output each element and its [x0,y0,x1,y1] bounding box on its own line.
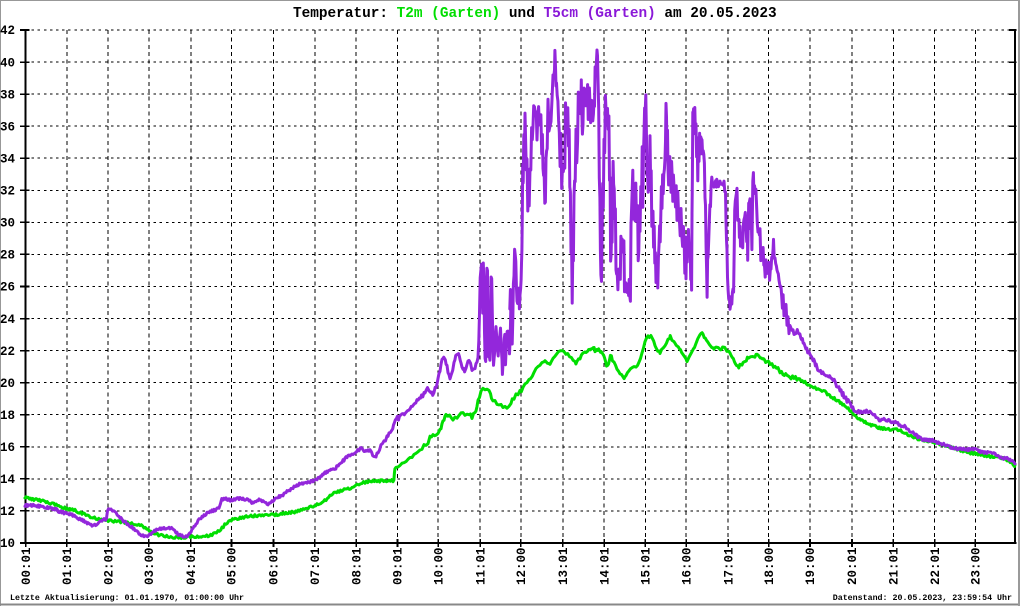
svg-text:16: 16 [0,441,15,455]
svg-text:38: 38 [0,88,15,102]
svg-text:18:00: 18:00 [763,547,777,585]
svg-text:08:01: 08:01 [350,547,364,585]
svg-text:14:01: 14:01 [598,547,612,585]
svg-text:22:01: 22:01 [929,547,943,585]
svg-text:15:01: 15:01 [640,547,654,585]
svg-text:10: 10 [0,537,15,551]
svg-text:19:00: 19:00 [804,547,818,585]
svg-text:12:00: 12:00 [515,547,529,585]
svg-text:34: 34 [0,152,15,166]
svg-text:20: 20 [0,377,15,391]
svg-text:30: 30 [0,217,15,231]
svg-text:23:00: 23:00 [970,547,984,585]
svg-text:Datenstand: 20.05.2023, 23:59:: Datenstand: 20.05.2023, 23:59:54 Uhr [833,593,1012,603]
svg-text:20:01: 20:01 [846,547,860,585]
svg-text:06:01: 06:01 [268,547,282,585]
svg-text:05:00: 05:00 [226,547,240,585]
svg-text:13:01: 13:01 [557,547,571,585]
svg-text:36: 36 [0,120,15,134]
svg-text:28: 28 [0,249,15,263]
svg-text:00:01: 00:01 [20,547,34,585]
svg-text:22: 22 [0,345,15,359]
svg-text:Temperatur: T2m (Garten) und T: Temperatur: T2m (Garten) und T5cm (Garte… [293,6,777,22]
svg-text:42: 42 [0,24,15,38]
svg-text:03:00: 03:00 [143,547,157,585]
svg-text:18: 18 [0,409,15,423]
svg-text:16:00: 16:00 [680,547,694,585]
svg-text:24: 24 [0,313,15,327]
svg-text:02:01: 02:01 [102,547,116,585]
svg-text:01:01: 01:01 [61,547,75,585]
svg-text:11:01: 11:01 [474,547,488,585]
svg-text:04:01: 04:01 [185,547,199,585]
svg-text:32: 32 [0,185,15,199]
svg-text:21:01: 21:01 [888,547,902,585]
svg-text:26: 26 [0,281,15,295]
svg-text:10:00: 10:00 [432,547,446,585]
svg-text:07:01: 07:01 [309,547,323,585]
svg-text:17:01: 17:01 [722,547,736,585]
svg-text:14: 14 [0,473,15,487]
svg-text:Letzte Aktualisierung: 01.01.1: Letzte Aktualisierung: 01.01.1970, 01:00… [10,593,244,603]
svg-text:12: 12 [0,505,15,519]
svg-text:09:01: 09:01 [392,547,406,585]
svg-text:40: 40 [0,56,15,70]
